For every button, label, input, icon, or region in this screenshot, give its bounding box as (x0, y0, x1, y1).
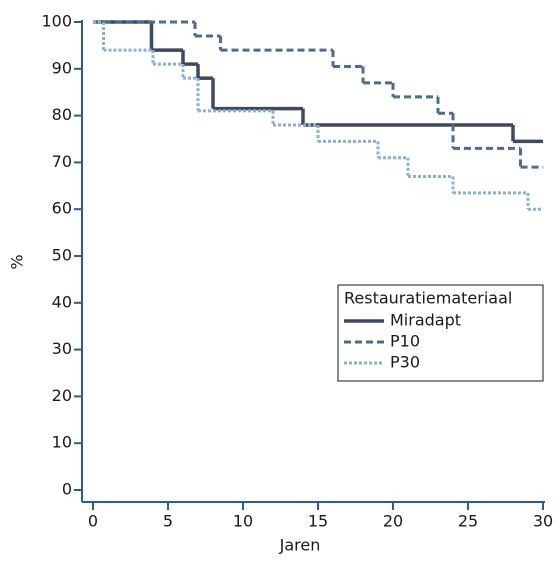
y-tick-label: 90 (52, 58, 72, 77)
x-axis-label: Jaren (279, 536, 321, 555)
y-tick-label: 100 (41, 12, 72, 31)
y-tick-label: 20 (52, 386, 72, 405)
legend-label: P10 (390, 332, 420, 351)
x-tick-label: 20 (383, 512, 403, 531)
y-tick-label: 40 (52, 292, 72, 311)
x-tick-label: 25 (458, 512, 478, 531)
y-tick-label: 80 (52, 105, 72, 124)
x-tick-label: 10 (233, 512, 253, 531)
x-tick-label: 0 (88, 512, 98, 531)
x-tick-label: 15 (308, 512, 328, 531)
legend-label: P30 (390, 353, 420, 372)
y-tick-label: 0 (62, 480, 72, 499)
y-axis-label: % (8, 254, 27, 269)
y-tick-label: 60 (52, 199, 72, 218)
y-tick-label: 10 (52, 433, 72, 452)
y-tick-label: 70 (52, 152, 72, 171)
legend-title: Restauratiemateriaal (344, 289, 512, 308)
x-tick-label: 5 (163, 512, 173, 531)
x-tick-label: 30 (533, 512, 553, 531)
y-tick-label: 30 (52, 339, 72, 358)
legend-box (337, 284, 544, 382)
legend-label: Miradapt (390, 311, 461, 330)
y-tick-label: 50 (52, 246, 72, 265)
